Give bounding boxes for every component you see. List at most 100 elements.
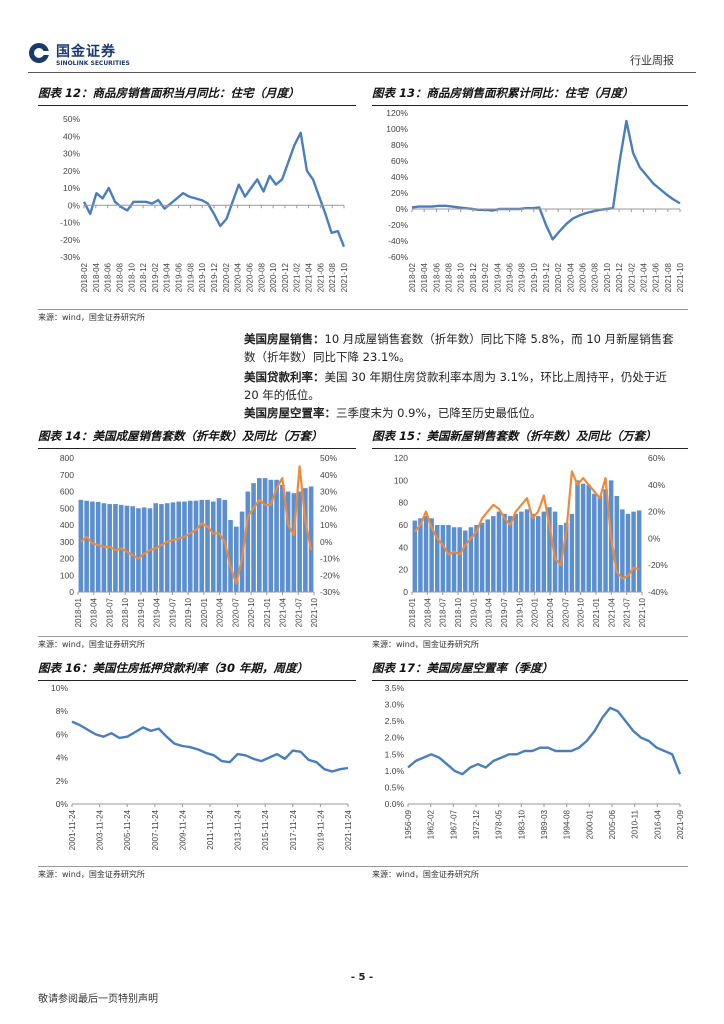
bar	[513, 513, 519, 592]
y-tick-label: -10%	[60, 218, 80, 228]
y-tick-label: -30%	[60, 252, 80, 262]
y-tick-label: 40%	[63, 131, 80, 141]
figure-13: 图表 13：商品房销售面积累计同比：住宅（月度） 120% 100% 80% 60% 4…	[372, 85, 688, 307]
x-tick-label: 2018-04	[420, 262, 429, 292]
y-tick-label: 0.5%	[385, 782, 405, 792]
x-tick-label: 2020-01	[200, 597, 209, 627]
y-tick-label: -40%	[388, 236, 408, 246]
figure-15-rule	[372, 448, 688, 449]
y2-tick-label: -40%	[648, 587, 668, 597]
x-tick-label: 2019-02	[481, 262, 490, 292]
figure-17: 图表 17：美国房屋空置率（季度） 3.5% 3.0% 2.5% 2.0% 1.5% 1.…	[372, 660, 688, 865]
y-tick-label: 100	[60, 570, 74, 580]
figure-14-chart: 800 700 600 500 400 300 200 100 0 50% 40% 30% 20% 10%…	[60, 453, 340, 627]
y-tick-label: 500	[60, 503, 74, 513]
y-tick-label: 0%	[396, 204, 409, 214]
x-tick-label: 2020-02	[554, 262, 563, 292]
x-tick-label: 2021-10	[638, 597, 647, 627]
x-tick-label: 2013-11-24	[234, 809, 243, 850]
bar	[474, 525, 479, 592]
series-line	[407, 706, 682, 776]
x-tick-label: 2020-10	[247, 597, 256, 627]
x-tick-label: 2021-10	[340, 262, 349, 292]
x-tick-label: 2019-10	[198, 262, 207, 292]
x-tick-label: 2019-04	[485, 597, 494, 627]
y-tick-label: 300	[60, 537, 74, 547]
y-tick-label: 40%	[391, 172, 408, 182]
x-tick-label: 2021-01	[592, 597, 601, 627]
figure-14-rule	[38, 448, 356, 449]
bar	[130, 506, 135, 592]
x-tick-label: 2017-11-24	[289, 809, 298, 850]
x-tick-label: 2011-11-24	[206, 809, 215, 849]
bar	[176, 501, 182, 592]
series-line	[82, 131, 346, 248]
figure-17-source: 来源：wind，国金证券研究所	[372, 870, 479, 879]
figure-12-source: 来源：wind，国金证券研究所	[38, 313, 145, 322]
bar	[435, 525, 440, 592]
x-tick-label: 2003-11-24	[96, 809, 105, 850]
figure-16-source: 来源：wind，国金证券研究所	[38, 870, 145, 879]
bar	[274, 479, 279, 592]
bar	[485, 519, 490, 592]
x-tick-label: 2018-08	[445, 262, 454, 292]
y-tick-label: 8%	[56, 706, 69, 716]
x-tick-label: 2000-01	[585, 809, 594, 839]
figure-13-chart: 120%100%80%60%40%20%0%-20%-40%-60%2018-0…	[386, 108, 685, 292]
bar	[541, 511, 547, 592]
bar	[423, 516, 429, 592]
bar	[233, 526, 239, 592]
x-tick-label: 2020-02	[222, 262, 231, 292]
bar	[280, 484, 285, 592]
x-tick-label: 2021-08	[328, 262, 337, 292]
x-tick-label: 2020-06	[245, 262, 254, 292]
figure-17-title: 图表 17：美国房屋空置率（季度）	[372, 661, 554, 675]
y2-tick-label: -20%	[320, 570, 340, 580]
bar	[569, 513, 575, 592]
bar	[136, 508, 141, 592]
y2-tick-label: 20%	[320, 503, 337, 513]
y-tick-label: 2.0%	[385, 733, 405, 743]
source-rule-bottom	[38, 866, 688, 867]
x-tick-label: 1962-02	[427, 809, 436, 839]
x-tick-label: 2020-04	[546, 597, 555, 627]
bar	[216, 498, 222, 592]
x-tick-label: 2018-04	[90, 597, 99, 627]
bar	[297, 491, 302, 592]
bar	[479, 522, 485, 592]
y-tick-label: 4%	[56, 753, 69, 763]
bar	[205, 499, 210, 592]
bar	[95, 501, 101, 592]
paragraph-sales-label: 美国房屋销售：	[244, 332, 325, 346]
x-tick-label: 2018-12	[139, 262, 148, 292]
x-tick-label: 2021-06	[652, 262, 661, 292]
y-tick-label: 0	[403, 587, 408, 597]
y2-tick-label: -10%	[320, 554, 340, 564]
x-tick-label: 2019-10	[530, 262, 539, 292]
x-tick-label: 2019-10	[184, 597, 193, 627]
figure-12-chart: 50%40%30%20%10%0%-10%-20%-30%2018-02 2018…	[60, 114, 349, 292]
bar	[210, 501, 216, 592]
figure-12-title: 图表 12：商品房销售面积当月同比：住宅（月度）	[38, 86, 300, 100]
bar	[412, 520, 418, 592]
x-tick-label: 2019-04	[163, 262, 172, 292]
bar	[187, 500, 193, 592]
y2-tick-label: 20%	[648, 507, 665, 517]
y-tick-label: 3.5%	[385, 683, 405, 693]
source-rule-top	[38, 309, 688, 310]
bar	[84, 500, 89, 592]
y2-tick-label: -20%	[648, 560, 668, 570]
bar	[440, 525, 446, 592]
x-tick-label: 2020-07	[561, 597, 570, 627]
x-tick-label: 1994-08	[563, 809, 572, 839]
y-tick-label: 20	[399, 565, 409, 575]
bar	[547, 507, 552, 592]
y2-tick-label: 0%	[320, 537, 333, 547]
bar	[285, 491, 291, 592]
x-tick-label: 2019-11-24	[316, 809, 325, 850]
x-tick-label: 1978-05	[495, 809, 504, 839]
x-tick-label: 2021-02	[293, 262, 302, 292]
bar	[141, 507, 147, 592]
y-tick-label: 0.0%	[385, 799, 405, 809]
y-tick-label: 40	[399, 542, 409, 552]
